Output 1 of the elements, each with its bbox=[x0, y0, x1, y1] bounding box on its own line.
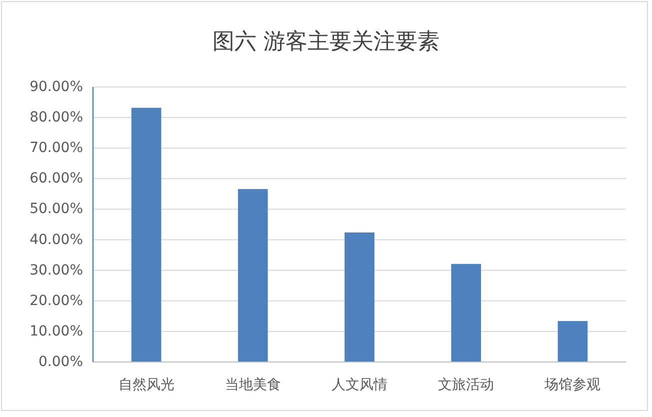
title: 图六 游客主要关注要素 bbox=[212, 30, 440, 54]
